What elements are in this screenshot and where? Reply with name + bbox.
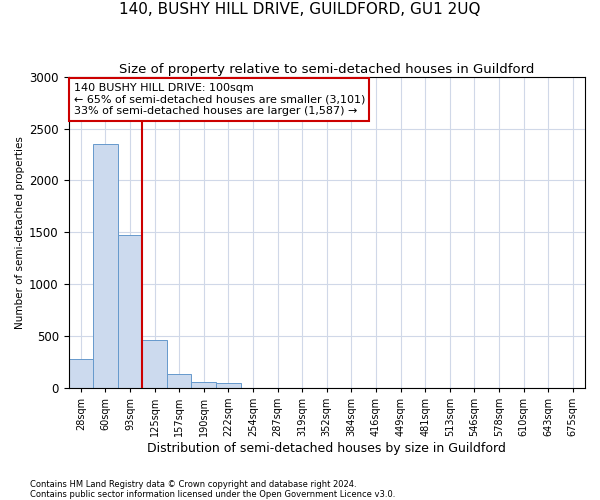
X-axis label: Distribution of semi-detached houses by size in Guildford: Distribution of semi-detached houses by … (148, 442, 506, 455)
Bar (216, 382, 241, 388)
Text: Contains HM Land Registry data © Crown copyright and database right 2024.
Contai: Contains HM Land Registry data © Crown c… (30, 480, 395, 499)
Bar (191, 382, 216, 388)
Bar (68, 359, 93, 388)
Title: Size of property relative to semi-detached houses in Guildford: Size of property relative to semi-detach… (119, 62, 535, 76)
Y-axis label: Number of semi-detached properties: Number of semi-detached properties (15, 136, 25, 328)
Bar (142, 340, 167, 388)
Text: 140 BUSHY HILL DRIVE: 100sqm
← 65% of semi-detached houses are smaller (3,101)
3: 140 BUSHY HILL DRIVE: 100sqm ← 65% of se… (74, 83, 365, 116)
Bar (167, 374, 191, 388)
Text: 140, BUSHY HILL DRIVE, GUILDFORD, GU1 2UQ: 140, BUSHY HILL DRIVE, GUILDFORD, GU1 2U… (119, 2, 481, 18)
Bar (93, 144, 118, 388)
Bar (118, 236, 142, 388)
